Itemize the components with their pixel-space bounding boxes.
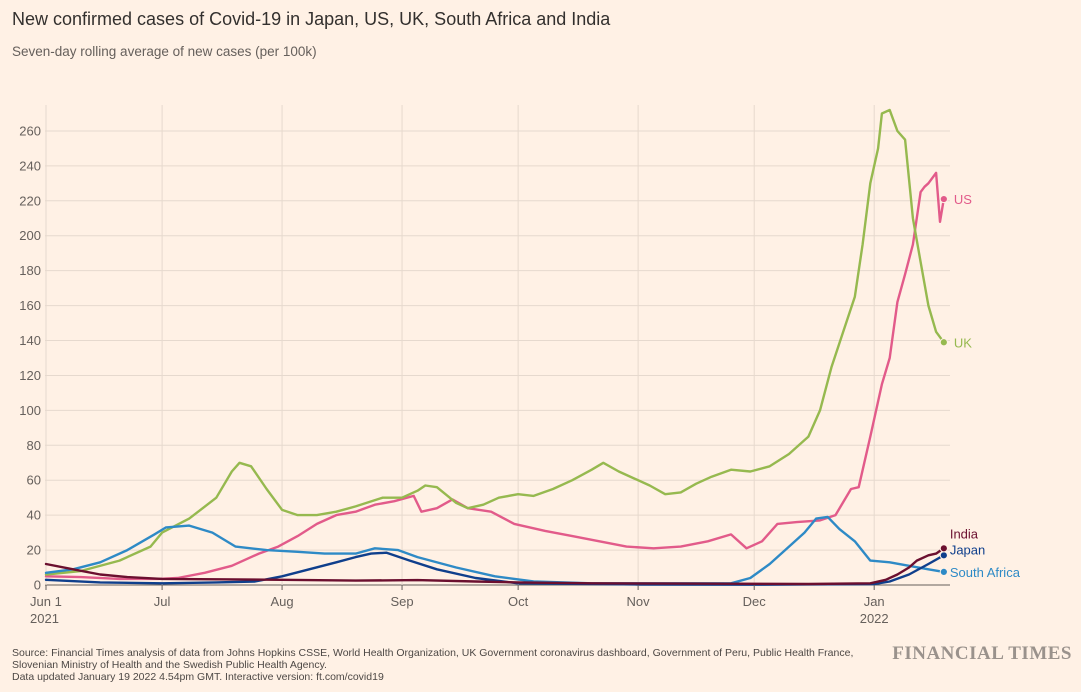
x-tick-label: Aug <box>270 594 293 609</box>
y-tick-label: 160 <box>19 298 41 313</box>
y-tick-label: 260 <box>19 123 41 138</box>
x-tick-year: 2021 <box>30 611 59 626</box>
series-label-uk: UK <box>954 335 972 350</box>
series-lines <box>44 108 945 586</box>
source-note: Source: Financial Times analysis of data… <box>12 647 882 684</box>
end-point-india <box>939 544 948 553</box>
x-tick-label: Dec <box>743 594 767 609</box>
y-tick-label: 120 <box>19 368 41 383</box>
x-tick-label: Jan <box>864 594 885 609</box>
y-tick-label: 60 <box>27 473 41 488</box>
series-label-south-africa: South Africa <box>950 565 1021 580</box>
x-tick-label: Jul <box>154 594 171 609</box>
y-tick-label: 200 <box>19 228 41 243</box>
end-point-uk <box>939 338 948 347</box>
y-tick-label: 220 <box>19 193 41 208</box>
y-tick-label: 100 <box>19 403 41 418</box>
y-tick-label: 240 <box>19 158 41 173</box>
y-tick-label: 0 <box>34 578 41 593</box>
chart-title: New confirmed cases of Covid-19 in Japan… <box>12 9 611 29</box>
gridlines <box>45 105 950 586</box>
source-line-2: Slovenian Ministry of Health and the Swe… <box>12 659 327 672</box>
x-tick-label: Jun 1 <box>30 594 62 609</box>
x-tick-year: 2022 <box>860 611 889 626</box>
line-chart: 0 20 40 60 80 100 120 140 160 180 200 220 240 260 Jun … <box>19 105 1021 626</box>
series-line-japan <box>44 551 945 586</box>
series-line-us <box>44 171 945 581</box>
source-line-1: Source: Financial Times analysis of data… <box>12 647 854 659</box>
y-tick-label: 180 <box>19 263 41 278</box>
chart-subtitle: Seven-day rolling average of new cases (… <box>12 44 317 59</box>
series-label-japan: Japan <box>950 542 985 557</box>
ft-logo: FINANCIAL TIMES <box>892 643 1072 664</box>
x-tick-label: Nov <box>627 594 651 609</box>
series-line-south-africa <box>44 515 945 585</box>
y-tick-label: 40 <box>27 508 41 523</box>
series-line-uk <box>44 108 945 576</box>
y-tick-label: 20 <box>27 543 41 558</box>
end-point-us <box>939 194 948 204</box>
x-tick-label: Sep <box>390 594 413 609</box>
series-line-india <box>44 547 945 586</box>
series-label-india: India <box>950 526 979 541</box>
x-tick-label: Oct <box>508 594 529 609</box>
end-point-japan <box>939 551 948 560</box>
axis-ticks: 0 20 40 60 80 100 120 140 160 180 200 220 240 260 Jun … <box>19 123 888 626</box>
end-point-south-africa <box>939 567 948 577</box>
series-label-us: US <box>954 192 972 207</box>
y-tick-label: 140 <box>19 333 41 348</box>
updated-note: Data updated January 19 2022 4.54pm GMT.… <box>12 671 384 684</box>
y-tick-label: 80 <box>27 438 41 453</box>
